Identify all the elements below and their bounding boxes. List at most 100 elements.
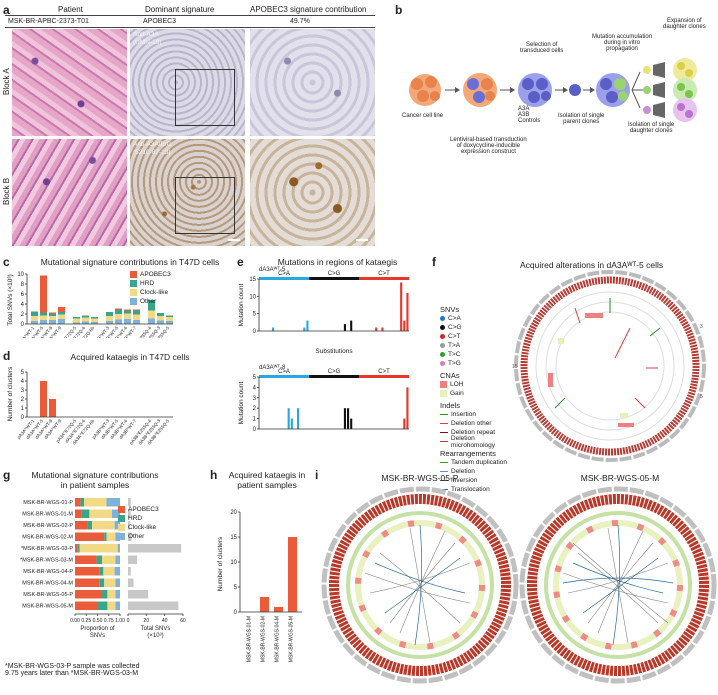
bar-segment bbox=[115, 314, 122, 320]
class-band bbox=[259, 375, 309, 378]
sample-label: MSK-BR-WGS-02-M bbox=[22, 535, 73, 541]
y-tick-label: 15 bbox=[249, 277, 256, 283]
table-rule-bottom bbox=[5, 27, 375, 28]
sample-label: MSK-BR-WGS-01-P bbox=[23, 500, 73, 506]
snv-ring bbox=[520, 276, 700, 456]
x-tick-label: MSK-BR-WGS-04-M bbox=[275, 616, 281, 662]
panel-f-circos: 15 3 5 bbox=[512, 270, 706, 462]
panel-i-right-title: MSK-BR-WGS-05-M bbox=[580, 473, 660, 483]
total-snv-bar bbox=[128, 521, 130, 530]
channel-bar bbox=[272, 327, 275, 331]
y-tick-label: 6 bbox=[21, 292, 25, 298]
proportion-segment bbox=[111, 509, 120, 518]
channel-bar bbox=[406, 387, 409, 429]
panel-d-title: Acquired kataegis in T47D cells bbox=[70, 352, 190, 362]
class-label: C>T bbox=[378, 369, 390, 375]
ihc-zoom-block-b bbox=[250, 139, 375, 246]
scale-bar-right bbox=[356, 239, 368, 241]
bar bbox=[260, 597, 269, 612]
bar-segment bbox=[106, 316, 113, 321]
bar-segment bbox=[82, 317, 89, 322]
y-tick-label: 5 bbox=[21, 370, 25, 376]
panel-i-label: i bbox=[315, 468, 319, 482]
ihc-zoom-block-a bbox=[250, 29, 375, 136]
class-band bbox=[359, 375, 409, 378]
bar bbox=[40, 381, 47, 417]
proportion-segment bbox=[117, 544, 120, 553]
x-axis-title: Substitutions bbox=[315, 348, 353, 355]
panel-g-legend: APOBEC3 HRD Clock-like Other bbox=[118, 505, 159, 541]
y-tick-label: 2 bbox=[21, 397, 25, 403]
bar-segment bbox=[124, 313, 131, 319]
panel-f-legend: SNVs C>A C>G C>T T>A T>C T>G CNAs LOH Ga… bbox=[440, 305, 520, 494]
x-tick-label: 40 bbox=[162, 618, 168, 624]
bar-segment bbox=[115, 309, 122, 314]
clone-label: dA3Aᵂᵀ-5 bbox=[259, 266, 286, 273]
class-label: C>A bbox=[278, 271, 290, 277]
stain-label-a3abg: Anti-A3A/B/G (5210-87-13) bbox=[133, 141, 172, 156]
bar-segment bbox=[157, 316, 164, 321]
bar-segment bbox=[58, 319, 65, 324]
bar-segment bbox=[40, 315, 47, 320]
class-label: C>G bbox=[328, 271, 341, 277]
bar-segment bbox=[49, 312, 56, 314]
panel-b-workflow bbox=[409, 58, 697, 122]
channel-bar bbox=[375, 327, 378, 331]
channel-bar bbox=[343, 324, 346, 331]
svg-text:3: 3 bbox=[700, 324, 703, 330]
y-tick-label: 5 bbox=[253, 312, 257, 318]
bar-segment bbox=[73, 317, 80, 319]
legend-other: Other bbox=[130, 297, 171, 306]
total-snv-bar bbox=[128, 567, 131, 576]
transduced-cluster bbox=[463, 73, 497, 107]
channel-bar bbox=[303, 327, 306, 331]
legend-snv-ca: C>A bbox=[440, 314, 520, 323]
panel-g-footnote: *MSK-BR-WGS-03-P sample was collected 9.… bbox=[5, 663, 140, 677]
sample-label: MSK-BR-WGS-05-M bbox=[22, 604, 73, 610]
y-tick-label: 0 bbox=[234, 610, 238, 616]
panel-c-label: c bbox=[3, 255, 10, 269]
proportion-segment bbox=[75, 498, 81, 507]
y-tick-label: 0 bbox=[21, 322, 25, 328]
cancer-cell-cluster bbox=[409, 74, 441, 106]
legend-indel-deletion-mh: Deletion microhomology bbox=[440, 435, 520, 449]
x-tick-label: 0.75 bbox=[104, 618, 114, 624]
bar-segment bbox=[148, 300, 155, 311]
x-tick-label: MSK-BR-WGS-01-M bbox=[247, 616, 253, 662]
panel-b-label: b bbox=[395, 3, 403, 17]
channel-bar bbox=[306, 320, 309, 331]
y-axis-title: Mutation count bbox=[238, 381, 245, 424]
total-snv-bar bbox=[128, 590, 149, 599]
header-patient: Patient bbox=[58, 5, 83, 14]
bar-segment bbox=[58, 314, 65, 319]
channel-bar bbox=[347, 408, 350, 429]
y-tick-label: 2 bbox=[21, 312, 25, 318]
channel-bar bbox=[403, 418, 406, 429]
proportion-segment bbox=[84, 498, 107, 507]
proportion-segment bbox=[115, 578, 120, 587]
sample-label: MSK-BR-WGS-04-P bbox=[23, 569, 73, 575]
panel-e-title: Mutations in regions of kataegis bbox=[277, 257, 398, 267]
panel-f-label: f bbox=[432, 255, 436, 269]
panel-f-title: Acquired alterations in dA3Aᵂᵀ-5 cells bbox=[520, 260, 664, 270]
bar-segment bbox=[133, 310, 140, 315]
y-tick-label: 10 bbox=[249, 294, 256, 300]
label-lentiviral: Lentiviral-based transduction of doxycyc… bbox=[450, 137, 527, 155]
y-tick-label: 4 bbox=[21, 302, 25, 308]
bar-segment bbox=[40, 312, 47, 316]
proportion-segment bbox=[97, 601, 108, 610]
channel-bar bbox=[350, 418, 353, 429]
label-accumulation: Mutation accumulation during in vitro pr… bbox=[592, 34, 653, 52]
class-band bbox=[359, 277, 409, 280]
dominant-signature: APOBEC3 bbox=[143, 18, 177, 25]
bar-segment bbox=[124, 309, 131, 311]
label-constructs: A3A A3B Controls bbox=[518, 106, 541, 124]
clone-label: dA3Aᵂᵀ-8 bbox=[259, 364, 286, 371]
zoom-box-b bbox=[175, 177, 235, 234]
y-tick-label: 5 bbox=[234, 585, 238, 591]
bar-segment bbox=[133, 320, 140, 324]
bar-segment bbox=[91, 317, 98, 319]
daughter-clone-3 bbox=[643, 106, 651, 114]
arrowhead-1 bbox=[455, 87, 460, 93]
